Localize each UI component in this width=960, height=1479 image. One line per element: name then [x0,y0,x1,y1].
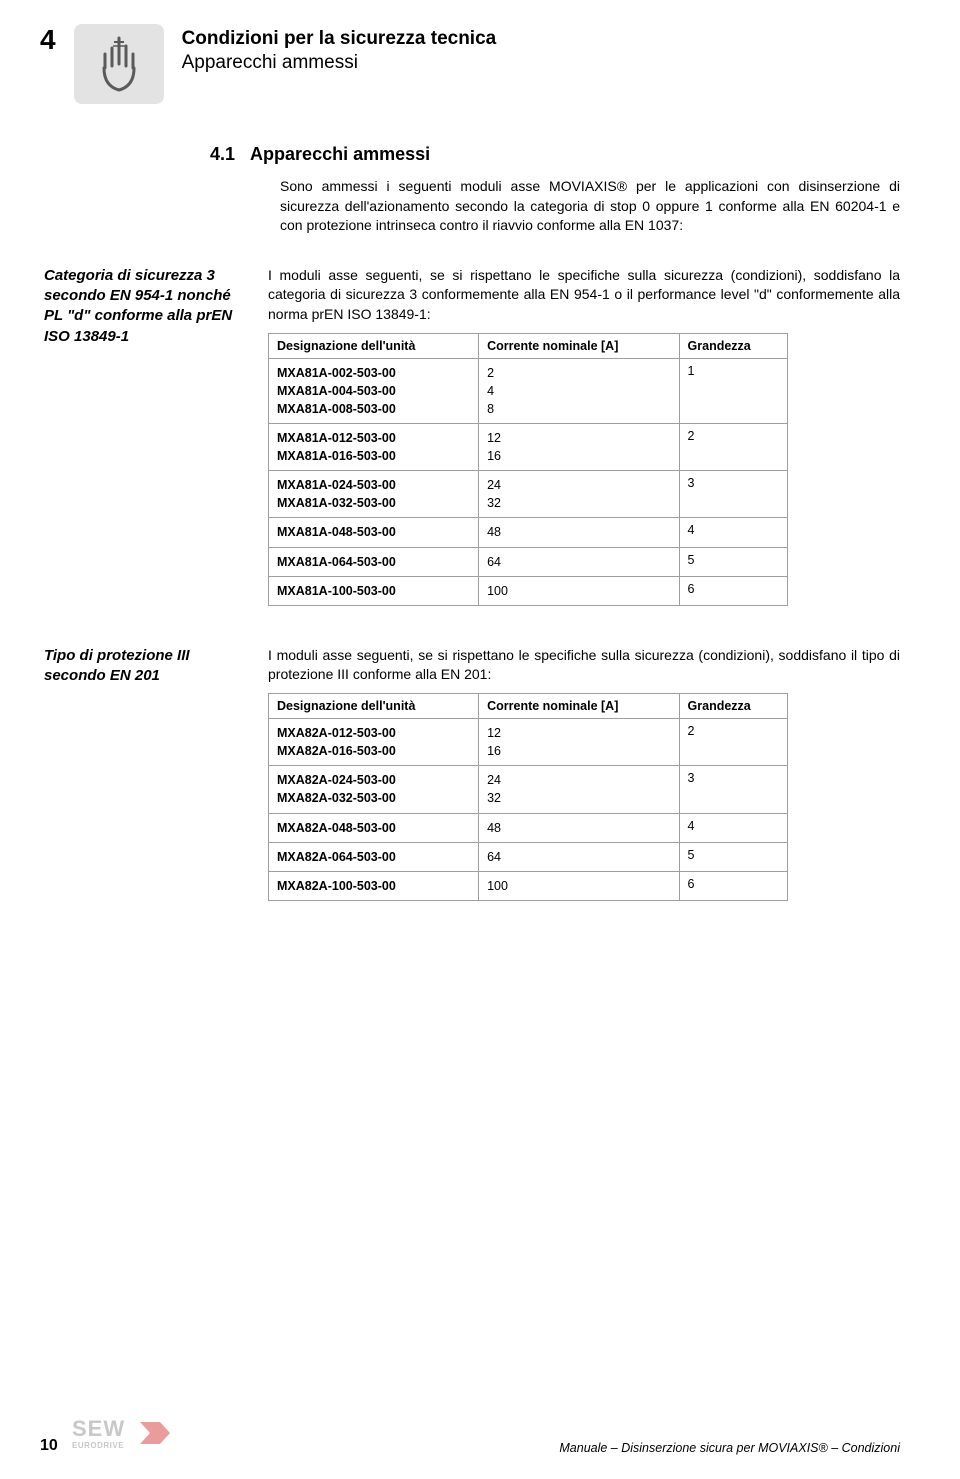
table-row: MXA81A-048-503-00484 [269,518,788,547]
cell-current: 1216 [479,719,679,766]
cell-designation: MXA82A-012-503-00MXA82A-016-503-00 [269,719,479,766]
cell-current: 2432 [479,471,679,518]
section-number: 4.1 [210,144,235,164]
page-number: 10 [40,1437,58,1455]
cell-designation: MXA82A-064-503-00 [269,842,479,871]
cell-designation: MXA81A-064-503-00 [269,547,479,576]
table-row: MXA82A-012-503-00MXA82A-016-503-0012162 [269,719,788,766]
cell-designation: MXA81A-048-503-00 [269,518,479,547]
cell-current: 64 [479,547,679,576]
cell-designation: MXA81A-100-503-00 [269,576,479,605]
cell-size: 2 [679,423,787,470]
table-row: MXA81A-012-503-00MXA81A-016-503-0012162 [269,423,788,470]
header-subtitle: Apparecchi ammessi [182,52,900,74]
cell-current: 2432 [479,766,679,813]
cell-current: 248 [479,358,679,423]
cell-current: 1216 [479,423,679,470]
chapter-number: 4 [40,24,56,56]
section-title: Apparecchi ammessi [250,144,430,164]
block-category-3: Categoria di sicurezza 3 secondo EN 954-… [40,266,900,606]
footer-text: Manuale – Disinserzione sicura per MOVIA… [559,1441,900,1455]
cell-current: 48 [479,518,679,547]
table-row: MXA81A-002-503-00MXA81A-004-503-00MXA81A… [269,358,788,423]
t1-col1: Corrente nominale [A] [479,333,679,358]
table-1: Designazione dell'unità Corrente nominal… [268,333,788,606]
intro-paragraph: Sono ammessi i seguenti moduli asse MOVI… [280,177,900,236]
cell-size: 1 [679,358,787,423]
table-row: MXA81A-064-503-00645 [269,547,788,576]
cell-size: 3 [679,471,787,518]
header-title: Condizioni per la sicurezza tecnica [182,28,900,50]
table-row: MXA82A-100-503-001006 [269,871,788,900]
svg-text:EURODRIVE: EURODRIVE [72,1441,124,1450]
cell-designation: MXA82A-100-503-00 [269,871,479,900]
cell-current: 100 [479,871,679,900]
section-heading: 4.1 Apparecchi ammessi [210,144,900,165]
side-label-1: Categoria di sicurezza 3 secondo EN 954-… [40,266,250,606]
t2-col0: Designazione dell'unità [269,694,479,719]
cell-size: 5 [679,547,787,576]
page-header: 4 Condizioni per la sicurezza tecnica Ap… [40,24,900,104]
t2-col1: Corrente nominale [A] [479,694,679,719]
cell-designation: MXA81A-012-503-00MXA81A-016-503-00 [269,423,479,470]
block1-intro: I moduli asse seguenti, se si rispettano… [268,266,900,325]
svg-text:SEW: SEW [72,1416,125,1441]
table-row: MXA82A-064-503-00645 [269,842,788,871]
sew-logo: SEW EURODRIVE [72,1416,182,1455]
cell-size: 4 [679,518,787,547]
cell-current: 64 [479,842,679,871]
cell-designation: MXA81A-024-503-00MXA81A-032-503-00 [269,471,479,518]
t1-col2: Grandezza [679,333,787,358]
table-2: Designazione dell'unità Corrente nominal… [268,693,788,901]
table-row: MXA82A-048-503-00484 [269,813,788,842]
t1-col0: Designazione dell'unità [269,333,479,358]
hand-icon [74,24,164,104]
cell-designation: MXA82A-024-503-00MXA82A-032-503-00 [269,766,479,813]
cell-designation: MXA81A-002-503-00MXA81A-004-503-00MXA81A… [269,358,479,423]
cell-size: 5 [679,842,787,871]
table-row: MXA81A-024-503-00MXA81A-032-503-0024323 [269,471,788,518]
block-protection-3: Tipo di protezione III secondo EN 201 I … [40,646,900,901]
cell-size: 2 [679,719,787,766]
page-footer: 10 SEW EURODRIVE Manuale – Disinserzione… [40,1416,900,1455]
table-row: MXA81A-100-503-001006 [269,576,788,605]
table-row: MXA82A-024-503-00MXA82A-032-503-0024323 [269,766,788,813]
cell-current: 100 [479,576,679,605]
cell-size: 6 [679,871,787,900]
cell-size: 3 [679,766,787,813]
cell-size: 4 [679,813,787,842]
cell-size: 6 [679,576,787,605]
t2-col2: Grandezza [679,694,787,719]
side-label-2: Tipo di protezione III secondo EN 201 [40,646,250,901]
cell-current: 48 [479,813,679,842]
cell-designation: MXA82A-048-503-00 [269,813,479,842]
block2-intro: I moduli asse seguenti, se si rispettano… [268,646,900,685]
